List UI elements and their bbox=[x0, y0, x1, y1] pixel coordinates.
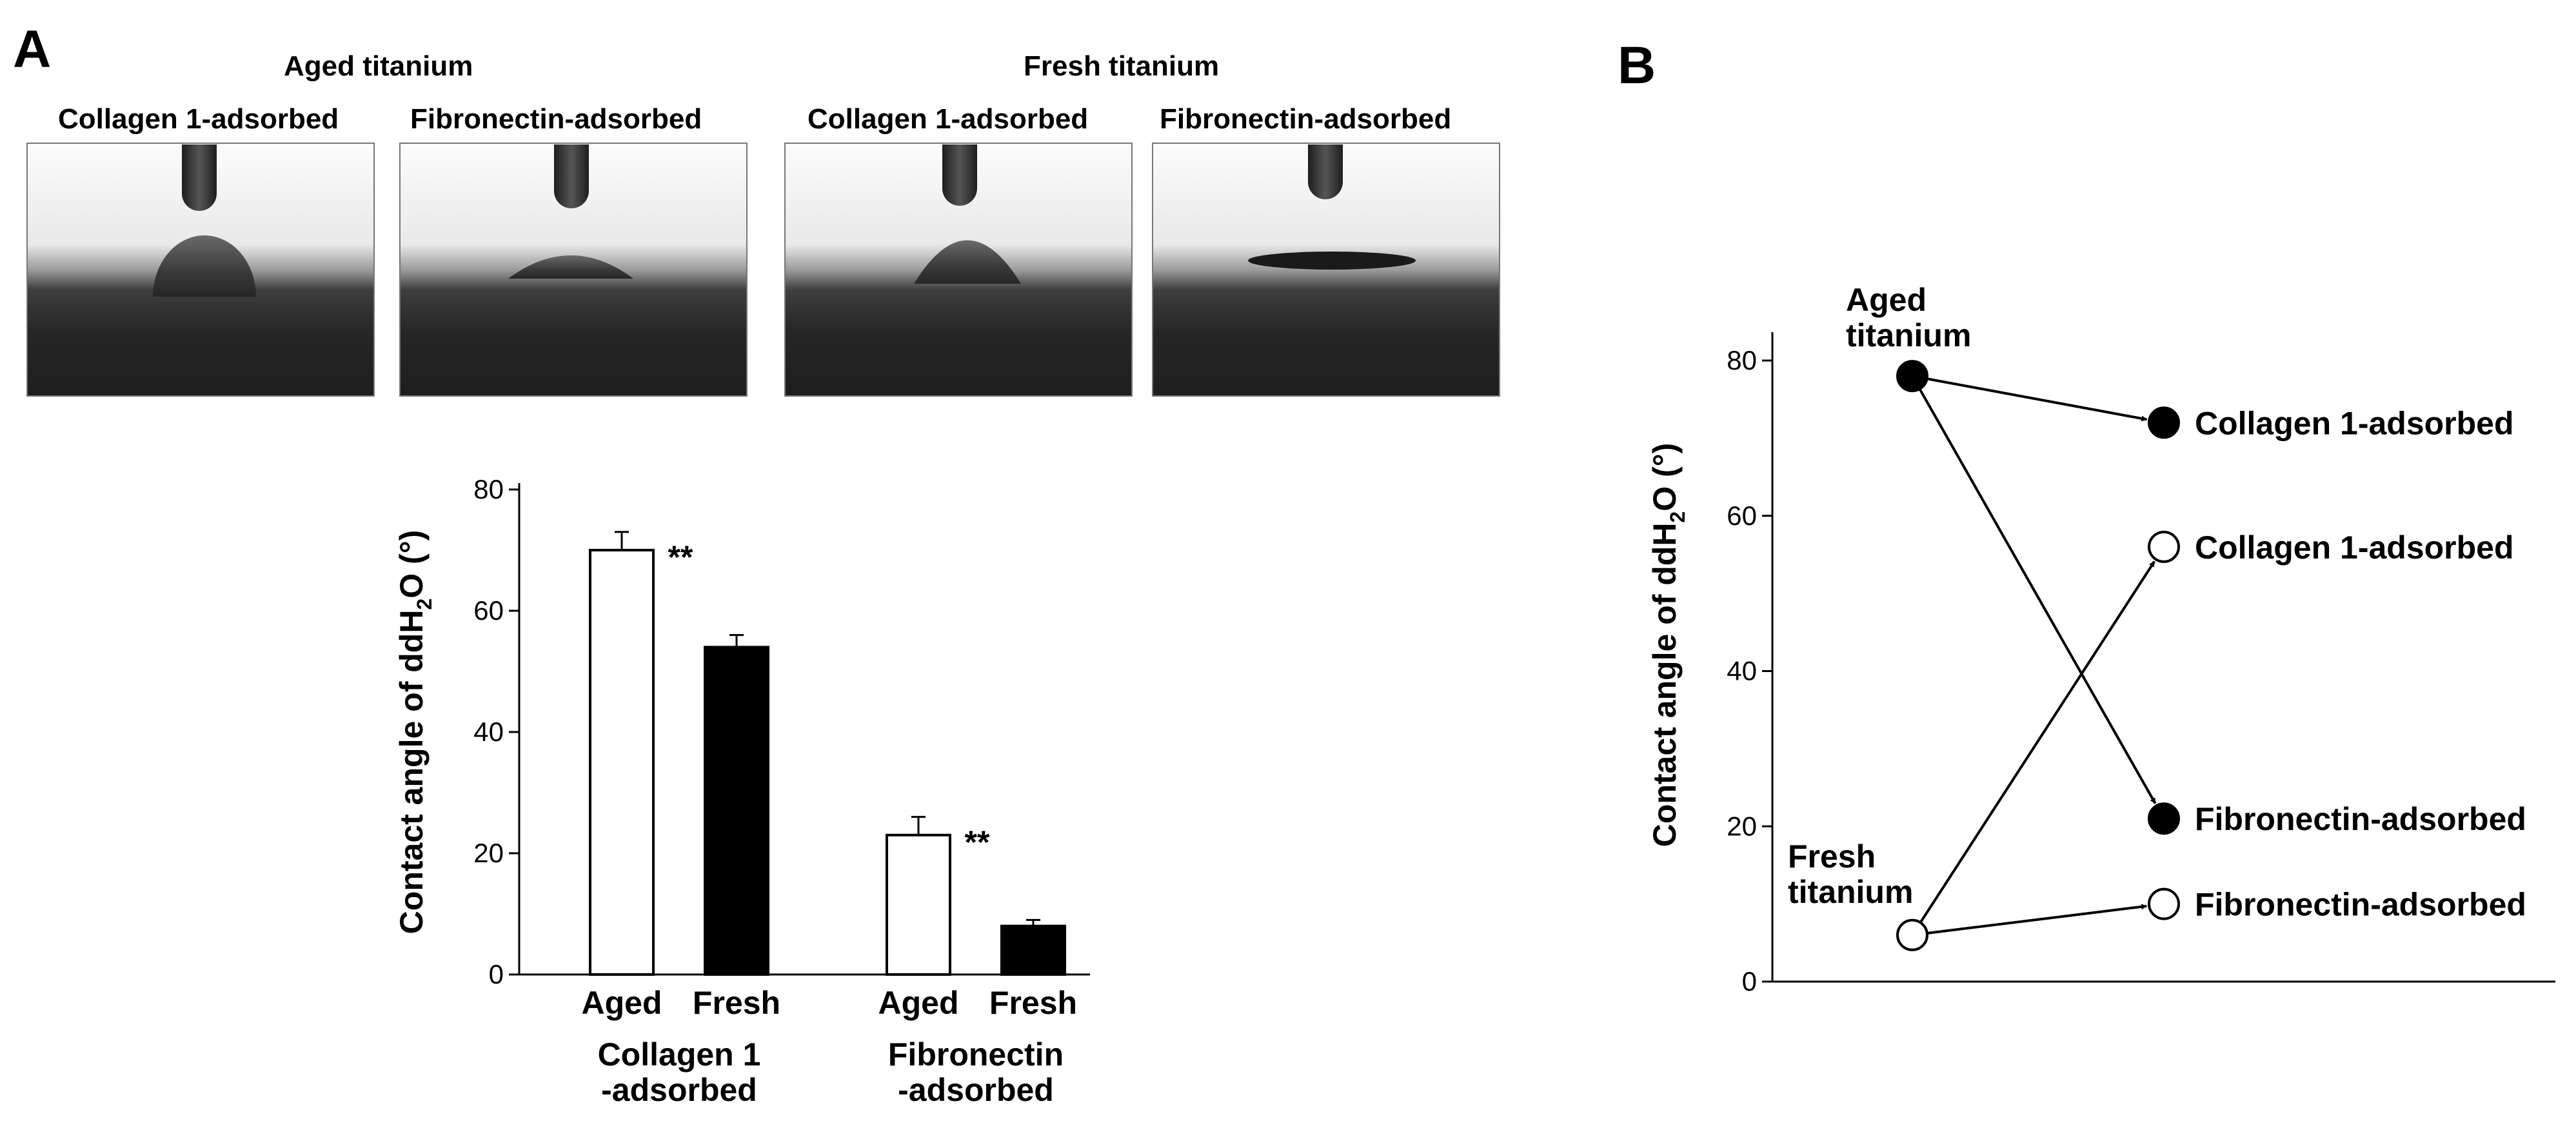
start-point bbox=[1896, 360, 1928, 393]
y-tick-label: 40 bbox=[1727, 656, 1757, 686]
start-point bbox=[1896, 918, 1928, 951]
y-tick-label: 40 bbox=[473, 717, 504, 747]
start-point-label: Aged bbox=[1846, 282, 1927, 318]
transition-arrow bbox=[1927, 377, 2148, 422]
photo-aged-collagen bbox=[26, 143, 375, 397]
y-tick-label: 80 bbox=[473, 474, 504, 504]
start-point-label: Fresh bbox=[1788, 838, 1876, 875]
photo-aged-fibronectin bbox=[399, 143, 748, 397]
y-tick-label: 0 bbox=[1742, 966, 1757, 996]
bar bbox=[1000, 924, 1066, 976]
significance-annotation: ** bbox=[668, 539, 693, 575]
end-point bbox=[2148, 530, 2180, 563]
bar bbox=[704, 646, 769, 976]
group-label: Collagen 1 bbox=[598, 1036, 761, 1073]
group-title-fresh: Fresh titanium bbox=[1024, 50, 1220, 82]
y-tick-label: 20 bbox=[473, 838, 504, 868]
group-label: Fibronectin bbox=[888, 1036, 1064, 1073]
bar bbox=[886, 833, 951, 976]
bar-chart: 0 20 40 60 80 Contact angle of ddH2O (°) Aged F… bbox=[393, 474, 1090, 1108]
x-tick-label: Aged bbox=[582, 985, 662, 1021]
start-point-label: titanium bbox=[1846, 317, 1971, 353]
significance-annotation: ** bbox=[965, 824, 990, 860]
photo-fresh-collagen bbox=[784, 143, 1133, 397]
y-tick-label: 60 bbox=[1727, 500, 1757, 531]
end-point-label: Fibronectin-adsorbed bbox=[2195, 801, 2526, 837]
end-point bbox=[2148, 887, 2180, 920]
photo-fresh-fibronectin bbox=[1152, 143, 1500, 397]
photo-caption-fresh-fibronectin: Fibronectin-adsorbed bbox=[1160, 103, 1452, 135]
droplet-photos bbox=[26, 143, 1500, 397]
group-label: -adsorbed bbox=[601, 1072, 757, 1108]
bar bbox=[589, 549, 655, 976]
end-point-label: Collagen 1-adsorbed bbox=[2195, 529, 2514, 566]
transition-arrow bbox=[1927, 904, 2148, 935]
y-axis-label: Contact angle of ddH2O (°) bbox=[1647, 443, 1689, 847]
x-tick-label: Aged bbox=[878, 985, 959, 1021]
y-axis-label: Contact angle of ddH2O (°) bbox=[393, 530, 436, 935]
end-point bbox=[2148, 802, 2180, 835]
y-tick-label: 80 bbox=[1727, 345, 1757, 375]
y-tick-label: 60 bbox=[473, 595, 504, 626]
y-tick-label: 0 bbox=[489, 959, 504, 989]
photo-caption-fresh-collagen: Collagen 1-adsorbed bbox=[807, 103, 1089, 135]
group-label: -adsorbed bbox=[898, 1072, 1054, 1108]
photo-caption-aged-fibronectin: Fibronectin-adsorbed bbox=[410, 103, 702, 135]
y-tick-label: 20 bbox=[1727, 811, 1757, 841]
group-title-aged: Aged titanium bbox=[284, 50, 473, 82]
end-point-label: Fibronectin-adsorbed bbox=[2195, 887, 2526, 923]
panel-b-letter: B bbox=[1618, 36, 1656, 95]
end-point bbox=[2148, 406, 2180, 439]
x-tick-label: Fresh bbox=[693, 985, 780, 1021]
start-point-label: titanium bbox=[1788, 874, 1913, 910]
end-point-label: Collagen 1-adsorbed bbox=[2195, 405, 2514, 441]
transition-arrow bbox=[1919, 560, 2155, 924]
panel-a-letter: A bbox=[13, 20, 52, 79]
x-tick-label: Fresh bbox=[989, 985, 1077, 1021]
photo-caption-aged-collagen: Collagen 1-adsorbed bbox=[58, 103, 339, 135]
transition-arrow bbox=[1918, 388, 2157, 804]
